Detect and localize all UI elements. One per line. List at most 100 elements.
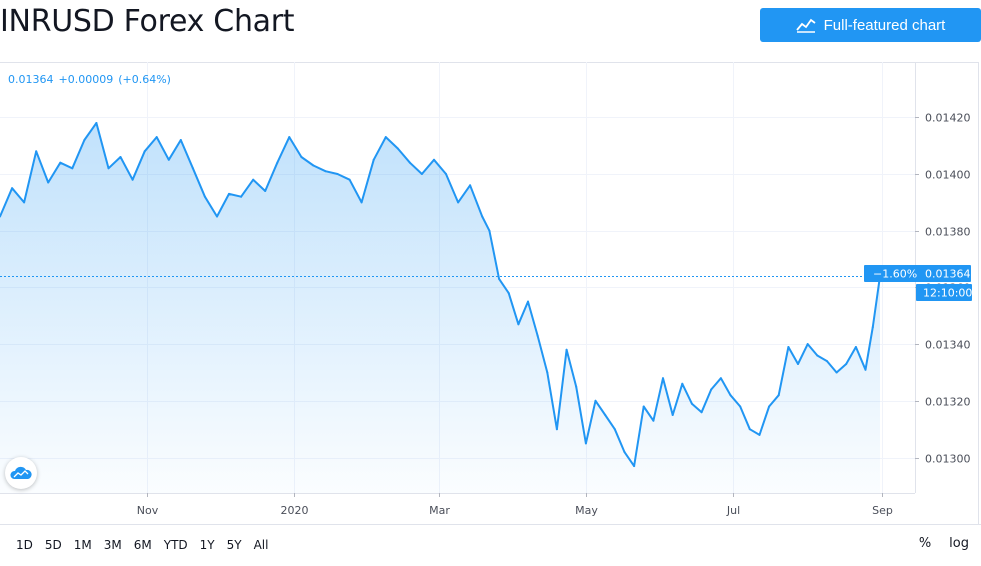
price-point xyxy=(555,428,558,431)
price-point xyxy=(854,346,857,348)
price-point xyxy=(575,385,578,388)
price-point xyxy=(59,161,62,164)
price-point xyxy=(179,139,182,141)
price-point xyxy=(324,170,327,173)
full-featured-chart-button[interactable]: Full-featured chart xyxy=(760,8,981,42)
price-point xyxy=(11,187,14,190)
price-point xyxy=(107,167,110,170)
y-tick-label: 0.01340 xyxy=(925,339,971,352)
range-all-button[interactable]: All xyxy=(253,538,269,552)
range-5d-button[interactable]: 5D xyxy=(44,538,62,552)
price-point xyxy=(276,161,279,164)
price-point xyxy=(681,382,684,385)
price-point xyxy=(0,215,1,218)
price-point xyxy=(652,419,655,422)
price-point xyxy=(300,156,303,158)
price-point xyxy=(433,158,435,161)
bottom-toolbar: 1D 5D 1M 3M 6M YTD 1Y 5Y All % log xyxy=(0,524,981,566)
last-time-badge xyxy=(916,284,972,301)
price-point xyxy=(642,405,645,408)
price-point xyxy=(507,292,510,295)
price-point xyxy=(216,215,218,218)
x-tick-label: 2020 xyxy=(281,504,309,517)
price-point xyxy=(777,394,780,397)
tradingview-cloud-icon[interactable] xyxy=(5,457,37,489)
y-tick-label: 0.01420 xyxy=(925,112,971,125)
legend-change: +0.00009 xyxy=(58,73,114,86)
price-point xyxy=(845,363,848,365)
price-point xyxy=(348,178,351,181)
y-tick-label: 0.01400 xyxy=(925,169,971,182)
price-point xyxy=(119,156,122,158)
price-point xyxy=(23,201,26,204)
range-5y-button[interactable]: 5Y xyxy=(226,538,242,552)
price-point xyxy=(131,178,134,181)
price-point xyxy=(95,122,98,124)
price-point xyxy=(613,428,616,431)
price-point xyxy=(816,354,819,357)
price-point xyxy=(633,465,636,468)
log-scale-toggle[interactable]: log xyxy=(949,536,969,551)
price-point xyxy=(372,158,375,161)
price-point xyxy=(517,323,520,326)
x-tick-label: Jul xyxy=(726,504,740,517)
range-1m-button[interactable]: 1M xyxy=(73,538,92,552)
price-point xyxy=(396,147,399,150)
chart-frame xyxy=(0,62,979,524)
price-area xyxy=(0,123,880,493)
range-1d-button[interactable]: 1D xyxy=(16,538,33,552)
price-point xyxy=(729,394,732,397)
price-point xyxy=(228,192,230,195)
price-point xyxy=(469,184,472,187)
price-point xyxy=(797,363,799,365)
price-point xyxy=(481,215,484,218)
price-point xyxy=(445,173,447,175)
last-price-value: 0.01364 xyxy=(925,268,971,281)
x-tick-label: Mar xyxy=(429,504,450,517)
price-point xyxy=(240,195,243,198)
x-tick-label: Sep xyxy=(872,504,893,517)
last-price-badge xyxy=(864,265,971,282)
range-ytd-button[interactable]: YTD xyxy=(163,538,188,552)
price-point xyxy=(546,371,549,374)
price-point xyxy=(826,360,828,363)
price-point xyxy=(203,195,206,198)
range-6m-button[interactable]: 6M xyxy=(133,538,152,552)
y-tick-label: 0.01380 xyxy=(925,226,971,239)
price-point xyxy=(536,334,539,337)
chart-line-icon xyxy=(795,18,816,33)
price-point xyxy=(604,414,607,416)
last-time-value: 12:10:00 xyxy=(923,287,972,300)
legend-last-price: 0.01364 xyxy=(8,73,54,86)
legend-change-pct: (+0.64%) xyxy=(118,73,171,86)
price-point xyxy=(864,368,867,371)
price-point xyxy=(83,139,86,141)
price-chart[interactable]: 0.013000.013200.013400.013600.013800.014… xyxy=(0,62,981,524)
y-tick-label: 0.01320 xyxy=(925,396,971,409)
price-point xyxy=(748,428,751,431)
last-price-change-pct: −1.60% xyxy=(873,268,917,281)
price-point xyxy=(288,136,291,139)
x-tick-label: Nov xyxy=(137,504,159,517)
range-1y-button[interactable]: 1Y xyxy=(199,538,215,552)
price-point xyxy=(527,300,529,303)
price-point xyxy=(768,405,771,408)
chart-legend: 0.01364 +0.00009 (+0.64%) xyxy=(8,73,171,86)
price-point xyxy=(384,136,387,139)
price-point xyxy=(47,181,50,184)
price-point xyxy=(671,414,674,416)
price-point xyxy=(710,388,713,391)
range-3m-button[interactable]: 3M xyxy=(103,538,122,552)
x-tick-label: May xyxy=(575,504,598,517)
price-point xyxy=(498,277,501,280)
price-point xyxy=(690,402,693,405)
price-point xyxy=(35,150,38,153)
percent-scale-toggle[interactable]: % xyxy=(918,536,932,551)
price-point xyxy=(191,167,194,170)
price-point xyxy=(565,348,568,351)
cloud-glyph-icon xyxy=(10,466,32,479)
price-point xyxy=(758,433,761,436)
price-point xyxy=(71,167,74,170)
page-title: INRUSD Forex Chart xyxy=(0,4,295,39)
y-tick-label: 0.01300 xyxy=(925,453,971,466)
